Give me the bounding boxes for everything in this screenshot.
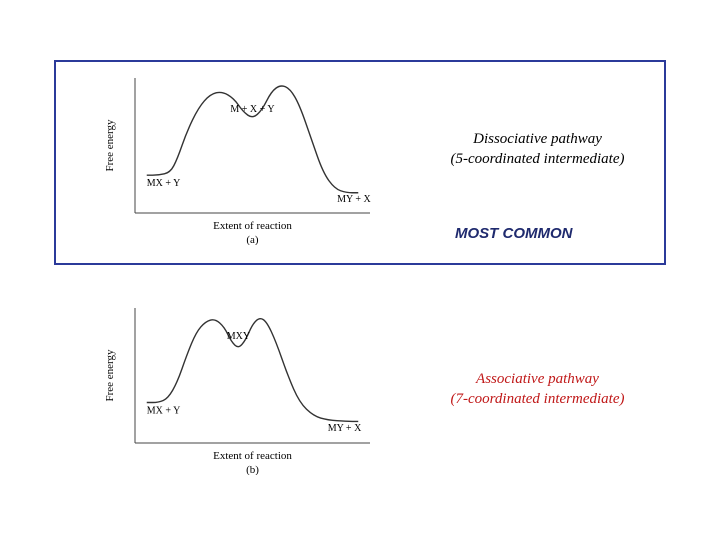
annotation-associative-title: Associative pathway xyxy=(420,370,655,390)
svg-text:MY + X: MY + X xyxy=(328,423,362,434)
svg-text:M + X + Y: M + X + Y xyxy=(230,104,274,115)
svg-text:Extent of reaction: Extent of reaction xyxy=(213,450,292,462)
annotation-dissociative: Dissociative pathway (5-coordinated inte… xyxy=(420,130,655,169)
svg-text:MXY: MXY xyxy=(227,331,250,342)
annotation-associative-subtitle: (7-coordinated intermediate) xyxy=(420,390,655,410)
energy-curve-bottom: Free energy Extent of reaction (b) MXY MX + … xyxy=(100,300,380,475)
most-common-label: MOST COMMON xyxy=(455,225,573,242)
annotation-associative: Associative pathway (7-coordinated inter… xyxy=(420,370,655,409)
svg-text:Extent of reaction: Extent of reaction xyxy=(213,220,292,232)
energy-curve-top: Free energy Extent of reaction (a) M + X + … xyxy=(100,70,380,245)
svg-text:(b): (b) xyxy=(246,464,259,475)
svg-text:MX + Y: MX + Y xyxy=(147,178,181,189)
reaction-diagram-dissociative: Free energy Extent of reaction (a) M + X + … xyxy=(100,70,380,245)
reaction-diagram-associative: Free energy Extent of reaction (b) MXY MX + … xyxy=(100,300,380,475)
svg-text:Free energy: Free energy xyxy=(104,119,116,172)
svg-text:MY + X: MY + X xyxy=(337,194,371,205)
annotation-dissociative-title: Dissociative pathway xyxy=(420,130,655,150)
svg-text:(a): (a) xyxy=(246,234,259,245)
svg-text:MX + Y: MX + Y xyxy=(147,405,181,416)
svg-text:Free energy: Free energy xyxy=(104,349,116,402)
annotation-dissociative-subtitle: (5-coordinated intermediate) xyxy=(420,150,655,170)
